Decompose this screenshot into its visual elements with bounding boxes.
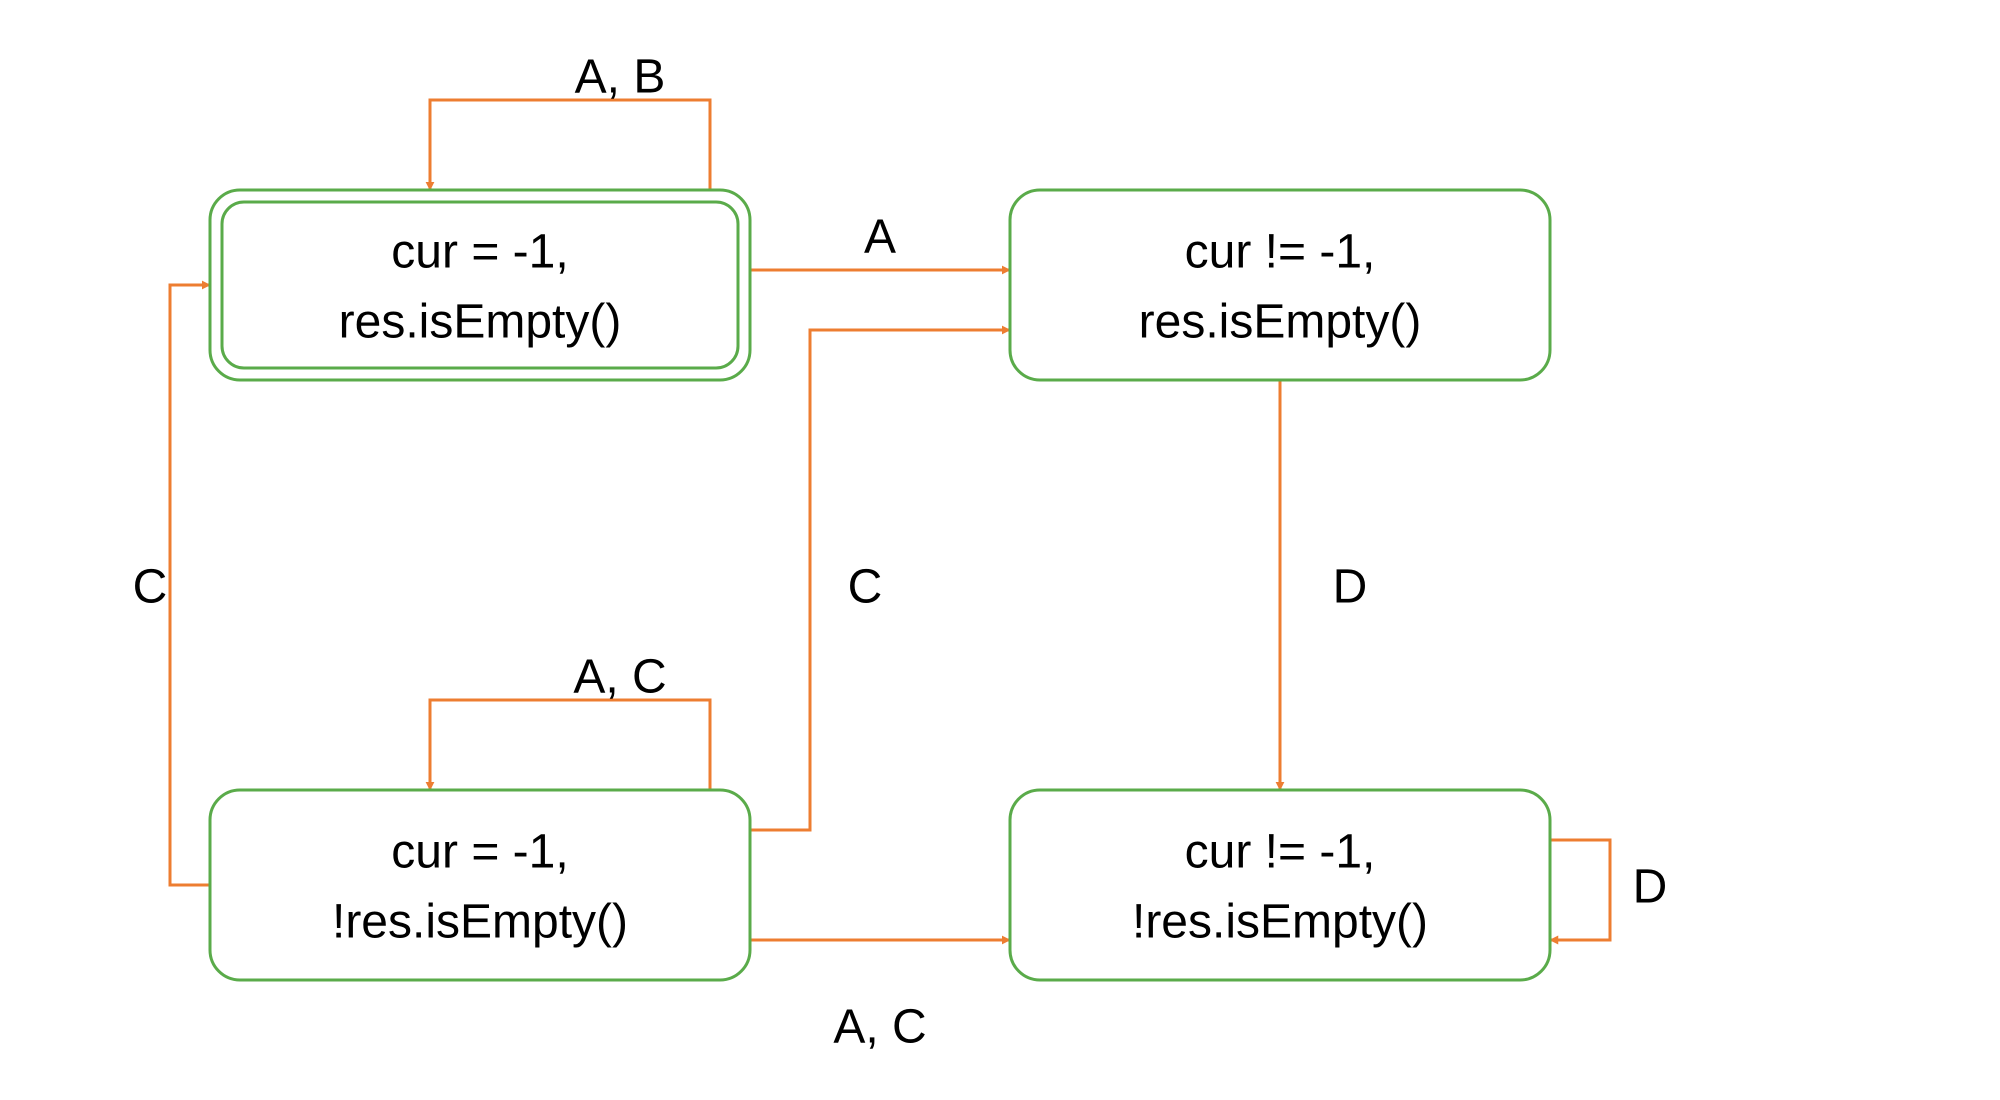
node-n1-line1: cur = -1, (391, 226, 568, 279)
state-node-n4: cur != -1, !res.isEmpty() (1010, 790, 1550, 980)
state-node-n3: cur = -1, !res.isEmpty() (210, 790, 750, 980)
edge-label-2: C (133, 561, 168, 614)
edge-n1-self (430, 100, 710, 190)
state-node-n1: cur = -1, res.isEmpty() (210, 190, 750, 380)
edge-n4-self (1550, 840, 1610, 940)
edge-label-5: D (1333, 561, 1368, 614)
edge-label-0: A, B (575, 51, 666, 104)
edge-n3-n1 (170, 285, 210, 885)
edge-label-4: C (848, 561, 883, 614)
edge-label-7: D (1633, 861, 1668, 914)
edge-label-3: A, C (573, 651, 666, 704)
node-n3-line1: cur = -1, (391, 826, 568, 879)
node-n4-line2: !res.isEmpty() (1132, 896, 1428, 949)
node-n1-line2: res.isEmpty() (339, 296, 622, 349)
edge-n3-self (430, 700, 710, 790)
node-n3-line2: !res.isEmpty() (332, 896, 628, 949)
edge-label-1: A (864, 211, 896, 264)
state-node-n2: cur != -1, res.isEmpty() (1010, 190, 1550, 380)
edge-label-6: A, C (833, 1001, 926, 1054)
node-n2-line2: res.isEmpty() (1139, 296, 1422, 349)
state-diagram: cur = -1, res.isEmpty() cur != -1, res.isEm… (0, 0, 2000, 1100)
node-n4-line1: cur != -1, (1185, 826, 1376, 879)
node-n2-line1: cur != -1, (1185, 226, 1376, 279)
